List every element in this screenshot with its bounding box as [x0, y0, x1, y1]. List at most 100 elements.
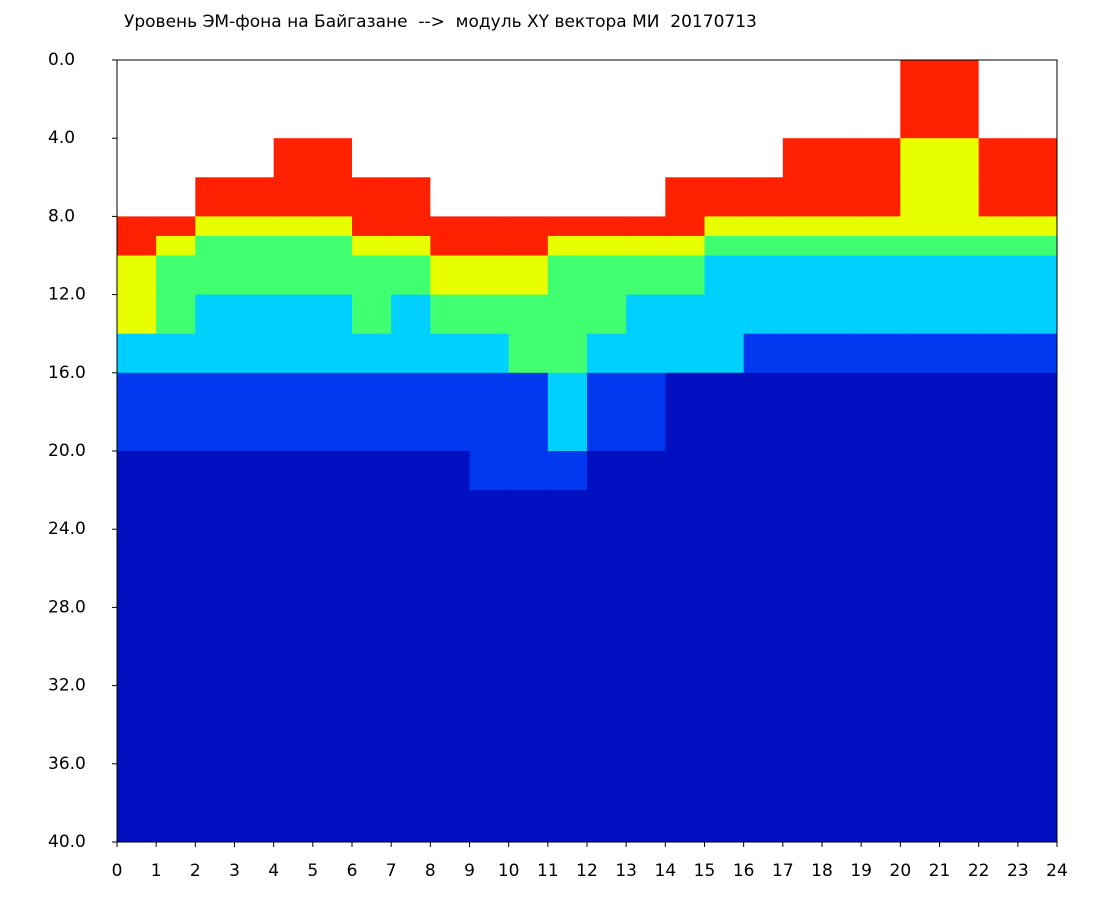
heatmap-cell — [782, 451, 823, 491]
heatmap-cell — [900, 333, 940, 374]
heatmap-cell — [508, 216, 549, 237]
heatmap-cell — [352, 138, 392, 178]
heatmap-cell — [626, 255, 666, 296]
heatmap-cell — [782, 60, 823, 139]
x-tick-label: 17 — [772, 861, 794, 881]
heatmap-cell — [234, 372, 275, 452]
heatmap-cell — [704, 255, 745, 296]
heatmap-cell — [665, 60, 705, 139]
heatmap-cell — [900, 294, 940, 335]
heatmap-cell — [704, 372, 745, 452]
heatmap-cell — [861, 255, 901, 296]
heatmap-cell — [704, 60, 745, 139]
heatmap-cell — [743, 294, 784, 335]
heatmap-cell — [978, 333, 1019, 374]
heatmap-cell — [704, 138, 745, 178]
heatmap-cell — [469, 451, 510, 491]
heatmap-cell — [782, 490, 823, 843]
heatmap-cell — [822, 216, 862, 237]
heatmap-cell — [704, 216, 745, 237]
y-tick-label: 40.0 — [48, 832, 86, 852]
heatmap-cell — [782, 294, 823, 335]
heatmap-cell — [782, 177, 823, 217]
heatmap-cell — [508, 138, 549, 178]
heatmap-cell — [547, 138, 588, 178]
heatmap-cell — [978, 60, 1019, 139]
heatmap-cell — [234, 138, 275, 178]
heatmap-cell — [861, 451, 901, 491]
heatmap-cell — [195, 490, 235, 843]
heatmap-cell — [156, 372, 196, 452]
heatmap-cell — [547, 372, 588, 452]
heatmap-cell — [508, 177, 549, 217]
heatmap-cell — [430, 372, 470, 452]
x-tick-label: 13 — [615, 861, 637, 881]
heatmap-cell — [352, 490, 392, 843]
heatmap-cell — [704, 490, 745, 843]
heatmap-cell — [900, 372, 940, 452]
heatmap-cell — [978, 490, 1019, 843]
heatmap-cell — [156, 255, 196, 296]
heatmap-cell — [704, 451, 745, 491]
x-tick-label: 6 — [347, 861, 358, 881]
heatmap-cell — [273, 60, 314, 139]
x-tick-label: 15 — [694, 861, 716, 881]
heatmap-cell — [156, 490, 196, 843]
heatmap-cell — [743, 138, 784, 178]
y-tick-label: 12.0 — [48, 285, 86, 305]
heatmap-cell — [195, 235, 235, 256]
heatmap-cell — [1017, 451, 1058, 491]
heatmap-cell — [587, 60, 627, 139]
heatmap-cell — [665, 372, 705, 452]
heatmap-cell — [626, 372, 666, 452]
heatmap-cell — [861, 138, 901, 178]
heatmap-cell — [469, 333, 510, 374]
heatmap-cell — [900, 255, 940, 296]
heatmap-cell — [861, 372, 901, 452]
x-tick-label: 10 — [498, 861, 520, 881]
heatmap-cell — [195, 177, 235, 217]
heatmap-cell — [1017, 60, 1058, 139]
heatmap-cell — [861, 60, 901, 139]
heatmap-cell — [626, 294, 666, 335]
heatmap-cell — [547, 294, 588, 335]
heatmap-cell — [822, 177, 862, 217]
heatmap-cell — [312, 372, 353, 452]
heatmap-cell — [391, 235, 431, 256]
heatmap-cell — [312, 333, 353, 374]
heatmap-cell — [312, 60, 353, 139]
heatmap — [117, 60, 1058, 843]
y-tick-label: 32.0 — [48, 676, 86, 696]
heatmap-cell — [117, 372, 157, 452]
heatmap-cell — [626, 333, 666, 374]
heatmap-cell — [195, 138, 235, 178]
heatmap-cell — [156, 177, 196, 217]
heatmap-cell — [978, 294, 1019, 335]
heatmap-cell — [234, 255, 275, 296]
heatmap-cell — [822, 294, 862, 335]
heatmap-cell — [273, 294, 314, 335]
heatmap-cell — [352, 235, 392, 256]
heatmap-cell — [430, 333, 470, 374]
heatmap-cell — [978, 177, 1019, 217]
heatmap-cell — [939, 255, 980, 296]
heatmap-cell — [665, 490, 705, 843]
heatmap-cell — [743, 177, 784, 217]
heatmap-cell — [508, 294, 549, 335]
heatmap-cell — [782, 333, 823, 374]
heatmap-cell — [1017, 216, 1058, 237]
heatmap-cell — [508, 333, 549, 374]
heatmap-cell — [704, 294, 745, 335]
heatmap-cell — [939, 294, 980, 335]
heatmap-cell — [156, 294, 196, 335]
heatmap-cell — [1017, 294, 1058, 335]
x-tick-label: 8 — [425, 861, 436, 881]
heatmap-cell — [273, 177, 314, 217]
heatmap-cell — [430, 451, 470, 491]
heatmap-cell — [704, 177, 745, 217]
x-tick-label: 18 — [811, 861, 833, 881]
heatmap-cell — [430, 60, 470, 139]
heatmap-cell — [469, 490, 510, 843]
heatmap-cell — [469, 60, 510, 139]
heatmap-cell — [312, 177, 353, 217]
